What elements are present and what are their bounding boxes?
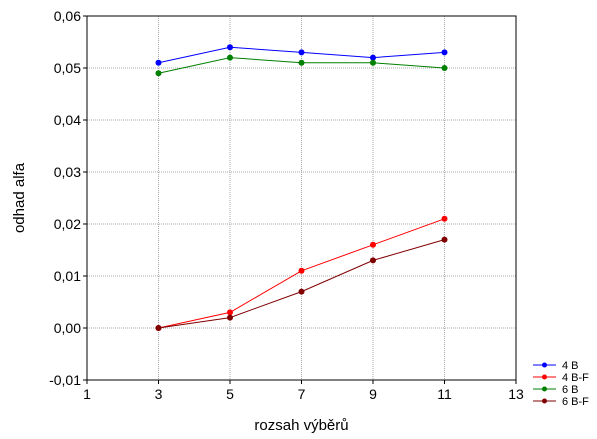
legend-marker: [542, 386, 547, 392]
series-6-b-f: [155, 236, 448, 331]
data-point: [298, 288, 305, 295]
x-tick-label: 11: [437, 386, 452, 402]
legend-item: 6 B-F: [533, 396, 589, 408]
x-tick-label: 5: [226, 386, 234, 402]
legend-label: 6 B: [562, 384, 579, 396]
data-point: [370, 241, 376, 248]
data-point: [298, 59, 305, 66]
data-point: [155, 59, 162, 66]
y-axis-title: odhad alfa: [11, 162, 28, 233]
series-4-b-f: [155, 215, 448, 331]
y-tick-label: 0,01: [54, 268, 81, 284]
x-axis-title: rozsah výběrů: [254, 417, 348, 434]
data-point: [298, 267, 305, 274]
legend-marker: [542, 398, 547, 404]
legend-label: 6 B-F: [562, 396, 589, 408]
legend: 4 B4 B-F6 B6 B-F: [533, 360, 589, 408]
series-group: [155, 44, 448, 331]
x-tick-label: 3: [155, 386, 163, 402]
data-point: [441, 215, 448, 222]
x-tick-label: 13: [508, 386, 524, 402]
y-tick-label: 0,06: [54, 8, 81, 24]
series-6-b: [155, 54, 448, 77]
data-point: [441, 236, 448, 243]
x-tick-label: 9: [369, 386, 377, 402]
legend-label: 4 B-F: [562, 372, 589, 384]
data-point: [298, 49, 305, 56]
legend-item: 4 B-F: [533, 372, 589, 384]
legend-label: 4 B: [562, 360, 579, 372]
y-tick-label: 0,00: [54, 320, 81, 336]
y-tick-label: 0,03: [54, 164, 81, 180]
data-point: [227, 44, 233, 51]
grid: [87, 16, 516, 380]
data-point: [370, 257, 376, 264]
y-tick-label: 0,04: [54, 112, 81, 128]
data-point: [441, 65, 448, 71]
data-point: [441, 49, 448, 56]
legend-item: 6 B: [533, 384, 579, 396]
x-tick-label: 7: [298, 386, 306, 402]
legend-item: 4 B: [533, 360, 579, 372]
y-tick-label: -0,01: [49, 372, 81, 388]
data-point: [370, 59, 376, 66]
x-tick-label: 1: [83, 386, 91, 402]
legend-marker: [542, 374, 547, 380]
data-point: [155, 70, 162, 77]
axis-ticks: 1 3 5 7 9 11 13-0,010,000,010,020,030,040,050,…: [49, 8, 524, 402]
y-tick-label: 0,02: [54, 216, 81, 232]
y-tick-label: 0,05: [54, 60, 81, 76]
data-point: [227, 309, 233, 316]
series-4-b: [155, 44, 448, 66]
data-point: [370, 54, 376, 61]
legend-marker: [542, 362, 547, 368]
data-point: [227, 314, 233, 321]
data-point: [155, 325, 162, 331]
data-point: [227, 54, 233, 61]
